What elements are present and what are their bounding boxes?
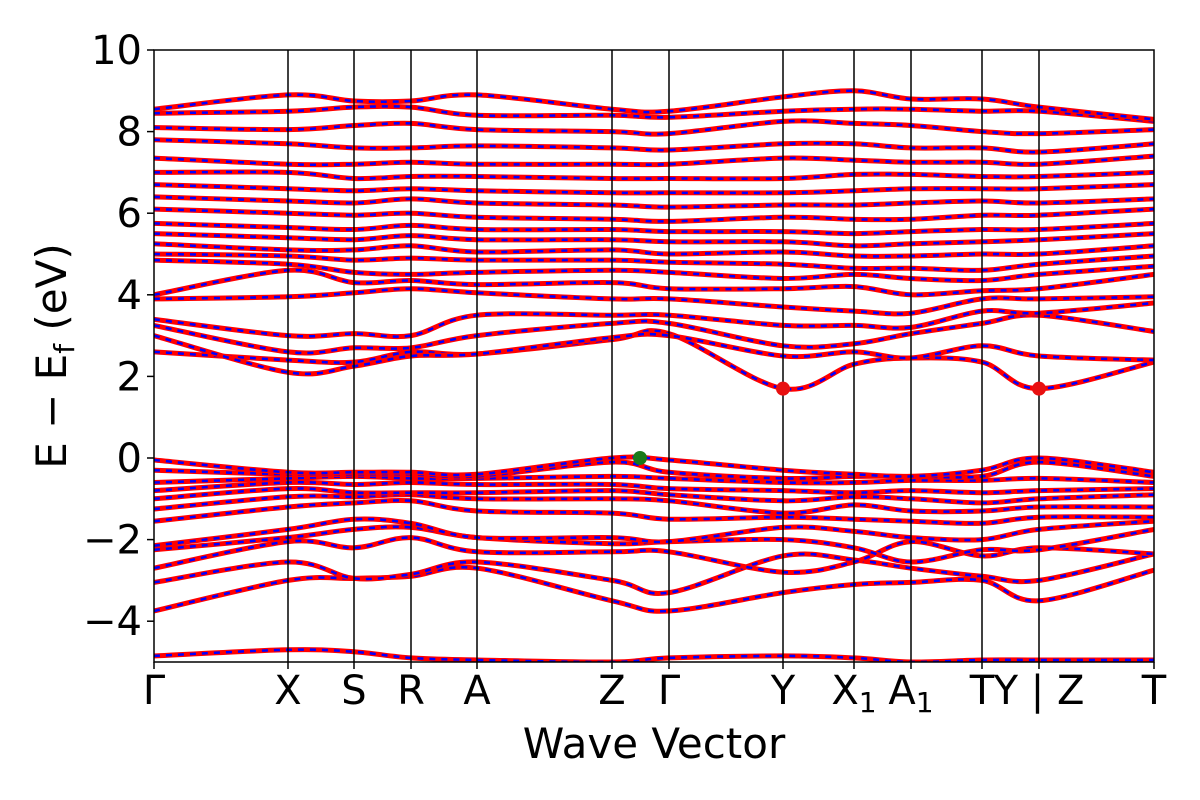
band-0-solid	[154, 647, 1154, 662]
x-tick-label-7: Y	[770, 668, 796, 714]
vbm-marker	[633, 451, 647, 465]
high-symmetry-lines	[287, 50, 1040, 662]
y-tick-label-7: −4	[83, 599, 142, 645]
band-13-solid	[154, 328, 1154, 392]
y-tick-label-0: 10	[91, 28, 142, 74]
y-tick-label-5: 0	[117, 436, 142, 482]
y-axis-label-subscript: f	[48, 343, 81, 354]
y-tick-label-6: −2	[83, 518, 142, 564]
x-tick-label-11: Y | Z	[993, 668, 1085, 714]
band-30-solid	[154, 118, 1154, 137]
x-axis-label: Wave Vector	[523, 719, 786, 768]
y-tick-label-2: 6	[117, 191, 142, 237]
extrema-markers	[633, 381, 1046, 465]
band-14-dashed	[154, 332, 1154, 376]
band-4-solid	[154, 524, 1154, 565]
y-tick-label-3: 4	[117, 273, 142, 319]
band-12-solid	[154, 454, 1154, 480]
x-tick-label-9: A1	[888, 668, 933, 719]
band-22-solid	[154, 231, 1154, 249]
band-24-solid	[154, 206, 1154, 224]
x-tick-label-5: Z	[598, 668, 625, 714]
cbm-marker-1	[1032, 381, 1046, 396]
x-tick-label-8: X1	[831, 668, 876, 719]
band-15-dashed	[154, 313, 1154, 355]
bands-layer	[154, 88, 1154, 662]
y-axis-ticks: 10 8 6 4 2 0 −2 −4	[83, 28, 154, 645]
x-tick-label-6: Γ	[658, 668, 681, 714]
x-tick-label-12: T	[1141, 668, 1167, 714]
x-tick-label-1: X	[274, 668, 301, 714]
y-axis-label-unit: (eV)	[27, 243, 76, 344]
x-tick-label-0: Γ	[143, 668, 166, 714]
y-axis-label-main: E − E	[27, 354, 76, 469]
band-1-solid	[154, 564, 1154, 614]
y-axis-label: E − Ef (eV)	[27, 243, 81, 469]
x-tick-label-4: A	[463, 668, 491, 714]
x-tick-label-2: S	[341, 668, 366, 714]
plot-frame	[153, 49, 1155, 663]
y-tick-label-1: 8	[117, 110, 142, 156]
x-tick-label-3: R	[397, 668, 425, 714]
band-29-solid	[154, 137, 1154, 155]
cbm-marker-0	[776, 381, 790, 396]
band-16-dashed	[154, 301, 1154, 338]
y-tick-label-4: 2	[117, 354, 142, 400]
x-tick-label-10: T	[969, 668, 995, 714]
